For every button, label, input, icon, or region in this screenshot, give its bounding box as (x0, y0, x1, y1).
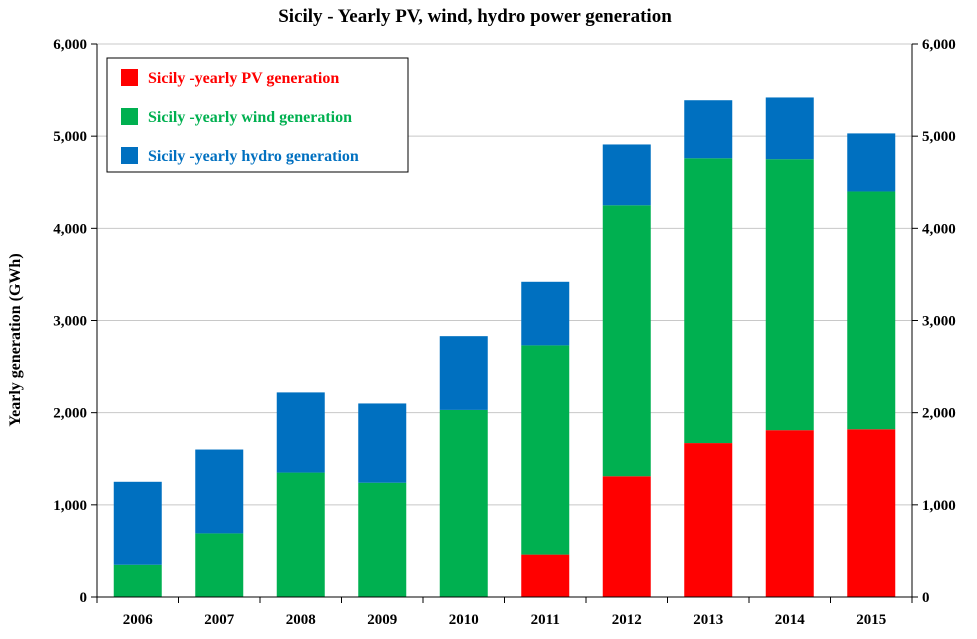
bar-segment-wind (602, 205, 651, 477)
bar-segment-wind (113, 564, 162, 597)
y-tick-label-right: 0 (922, 590, 930, 606)
y-tick-label-left: 6,000 (53, 37, 87, 53)
chart-title: Sicily - Yearly PV, wind, hydro power ge… (278, 6, 672, 27)
legend-label: Sicily -yearly wind generation (148, 109, 352, 126)
bar-segment-hydro (847, 133, 896, 192)
x-tick-label: 2006 (123, 612, 154, 628)
x-axis-ticks: 2006 2007 2008 2009 2010 2011 2012 2013 2014 2015 (123, 612, 887, 628)
bar-segment-hydro (765, 97, 814, 160)
x-tick-label: 2015 (856, 612, 886, 628)
legend-label: Sicily -yearly PV generation (148, 70, 339, 87)
bar-segment-hydro (521, 281, 570, 346)
y-tick-label-left: 2,000 (53, 406, 87, 422)
bar-segment-pv (521, 554, 570, 597)
y-axis-right-ticks: 0 1,000 2,000 3,000 4,000 5,000 6,000 (922, 37, 956, 606)
bar-segment-pv (684, 443, 733, 597)
y-tick-label-right: 2,000 (922, 406, 956, 422)
y-tick-label-left: 0 (80, 590, 88, 606)
bar-segment-hydro (602, 144, 651, 206)
y-axis-label: Yearly generation (GWh) (7, 253, 24, 426)
bar-segment-wind (684, 158, 733, 444)
bar-segment-hydro (113, 481, 162, 565)
bar-segment-hydro (276, 392, 325, 473)
bar-segment-pv (602, 476, 651, 597)
bar-segment-wind (195, 533, 244, 597)
bar-segment-wind (358, 482, 407, 597)
legend-swatch (121, 69, 138, 86)
y-axis-left-ticks: 0 1,000 2,000 3,000 4,000 5,000 6,000 (53, 37, 87, 606)
bar-segment-wind (765, 159, 814, 431)
bar-segment-wind (276, 472, 325, 597)
x-tick-label: 2007 (204, 612, 235, 628)
y-tick-label-right: 5,000 (922, 129, 956, 145)
y-tick-label-right: 1,000 (922, 498, 956, 514)
y-tick-label-left: 4,000 (53, 221, 87, 237)
bar-segment-pv (765, 430, 814, 597)
bar-segment-pv (847, 429, 896, 597)
x-tick-label: 2011 (531, 612, 560, 628)
y-tick-label-right: 3,000 (922, 314, 956, 330)
x-tick-label: 2009 (367, 612, 397, 628)
legend-swatch (121, 108, 138, 125)
legend-swatch (121, 147, 138, 164)
legend-box (106, 57, 409, 173)
bar-segment-wind (847, 191, 896, 430)
bar-segment-wind (439, 409, 488, 597)
axes (91, 43, 918, 603)
bars (113, 97, 896, 597)
bar-segment-hydro (358, 403, 407, 483)
y-tick-label-right: 4,000 (922, 221, 956, 237)
x-tick-label: 2014 (775, 612, 806, 628)
x-tick-label: 2013 (693, 612, 723, 628)
legend: Sicily -yearly PV generation Sicily -year… (106, 57, 409, 173)
y-tick-label-left: 5,000 (53, 129, 87, 145)
bar-segment-hydro (439, 336, 488, 410)
x-tick-label: 2012 (612, 612, 642, 628)
bar-segment-wind (521, 345, 570, 555)
y-tick-label-right: 6,000 (922, 37, 956, 53)
y-tick-label-left: 1,000 (53, 498, 87, 514)
x-tick-label: 2008 (286, 612, 316, 628)
legend-label: Sicily -yearly hydro generation (148, 148, 359, 165)
y-tick-label-left: 3,000 (53, 314, 87, 330)
x-tick-label: 2010 (449, 612, 479, 628)
bar-segment-hydro (684, 100, 733, 159)
bar-segment-hydro (195, 449, 244, 534)
